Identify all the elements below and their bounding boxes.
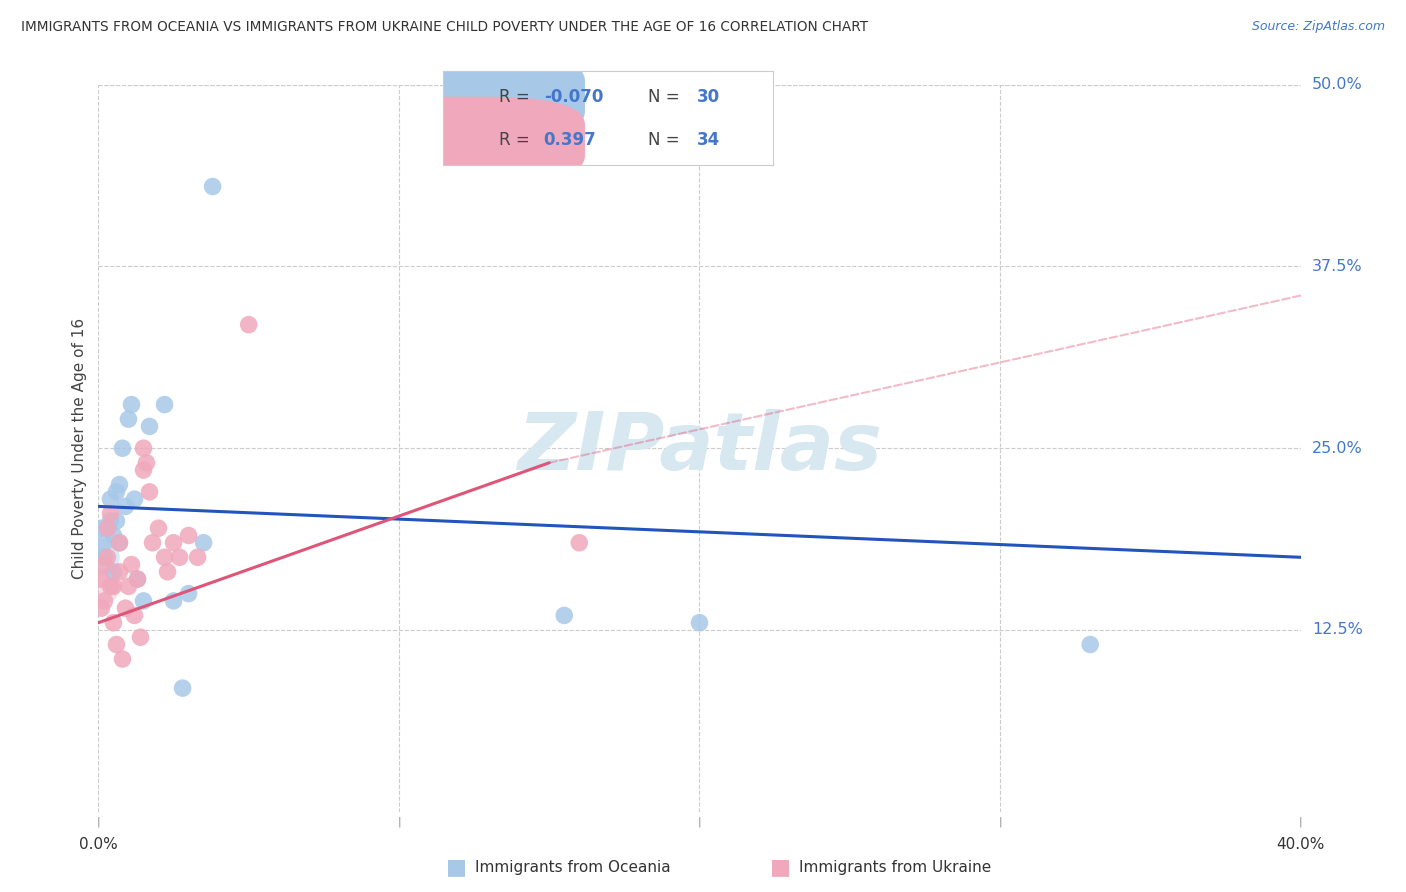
Point	[169, 550, 191, 565]
Point	[177, 528, 200, 542]
Point	[96, 521, 118, 535]
Point	[96, 550, 118, 565]
Point	[138, 419, 160, 434]
Text: 37.5%: 37.5%	[1312, 259, 1362, 274]
Point	[124, 608, 146, 623]
Point	[201, 179, 224, 194]
Text: |: |	[998, 816, 1002, 827]
Point	[114, 500, 136, 514]
Point	[90, 550, 112, 565]
Point	[172, 681, 194, 695]
Point	[688, 615, 710, 630]
Point	[177, 587, 200, 601]
Text: 34: 34	[697, 131, 720, 149]
Point	[148, 521, 170, 535]
Point	[103, 528, 125, 542]
Point	[111, 442, 134, 455]
Point	[103, 579, 125, 593]
Point	[153, 550, 176, 565]
Text: ZIPatlas: ZIPatlas	[517, 409, 882, 487]
Point	[105, 514, 128, 528]
Point	[108, 565, 131, 579]
Point	[90, 550, 112, 565]
Point	[100, 579, 122, 593]
Point	[90, 601, 112, 615]
Point	[193, 535, 215, 549]
Text: |: |	[1299, 816, 1302, 827]
Text: 50.0%: 50.0%	[1312, 78, 1362, 92]
Point	[105, 638, 128, 652]
Point	[127, 572, 149, 586]
Point	[117, 412, 139, 426]
Point	[96, 521, 118, 535]
Text: Source: ZipAtlas.com: Source: ZipAtlas.com	[1251, 20, 1385, 33]
FancyBboxPatch shape	[354, 53, 585, 140]
Text: -0.070: -0.070	[544, 87, 603, 105]
Point	[108, 535, 131, 549]
Point	[132, 442, 155, 455]
Text: N =: N =	[648, 131, 685, 149]
Text: ■: ■	[770, 857, 790, 877]
Point	[108, 477, 131, 491]
Text: |: |	[697, 816, 702, 827]
Text: R =: R =	[499, 87, 536, 105]
Point	[105, 484, 128, 499]
Point	[103, 565, 125, 579]
Point	[553, 608, 575, 623]
Point	[100, 507, 122, 521]
Point	[568, 535, 591, 549]
Point	[132, 594, 155, 608]
FancyBboxPatch shape	[354, 96, 585, 184]
Point	[162, 594, 184, 608]
Point	[141, 535, 163, 549]
Point	[162, 535, 184, 549]
Text: 0.0%: 0.0%	[79, 837, 118, 852]
Point	[93, 558, 115, 572]
Text: R =: R =	[499, 131, 540, 149]
Point	[238, 318, 260, 332]
Point	[108, 535, 131, 549]
Point	[121, 398, 143, 412]
Point	[93, 550, 115, 565]
Y-axis label: Child Poverty Under the Age of 16: Child Poverty Under the Age of 16	[72, 318, 87, 579]
Point	[90, 579, 112, 593]
Text: Immigrants from Ukraine: Immigrants from Ukraine	[799, 860, 991, 874]
Text: |: |	[396, 816, 401, 827]
Text: ■: ■	[447, 857, 467, 877]
Point	[90, 572, 112, 586]
Text: N =: N =	[648, 87, 685, 105]
Text: Immigrants from Oceania: Immigrants from Oceania	[475, 860, 671, 874]
Point	[187, 550, 209, 565]
Point	[127, 572, 149, 586]
Point	[114, 601, 136, 615]
Text: 40.0%: 40.0%	[1277, 837, 1324, 852]
Text: 25.0%: 25.0%	[1312, 441, 1362, 456]
Point	[90, 521, 112, 535]
Point	[100, 514, 122, 528]
Point	[121, 558, 143, 572]
Point	[117, 579, 139, 593]
Text: |: |	[97, 816, 100, 827]
Point	[135, 456, 157, 470]
Point	[156, 565, 179, 579]
Point	[129, 630, 152, 644]
Point	[138, 484, 160, 499]
Point	[153, 398, 176, 412]
Text: IMMIGRANTS FROM OCEANIA VS IMMIGRANTS FROM UKRAINE CHILD POVERTY UNDER THE AGE O: IMMIGRANTS FROM OCEANIA VS IMMIGRANTS FR…	[21, 20, 869, 34]
Text: 0.397: 0.397	[544, 131, 596, 149]
Point	[93, 535, 115, 549]
Point	[103, 615, 125, 630]
Text: 12.5%: 12.5%	[1312, 623, 1362, 638]
Point	[111, 652, 134, 666]
Text: 30: 30	[697, 87, 720, 105]
Point	[100, 492, 122, 507]
Point	[132, 463, 155, 477]
Point	[1078, 638, 1101, 652]
Point	[93, 594, 115, 608]
Point	[124, 492, 146, 507]
